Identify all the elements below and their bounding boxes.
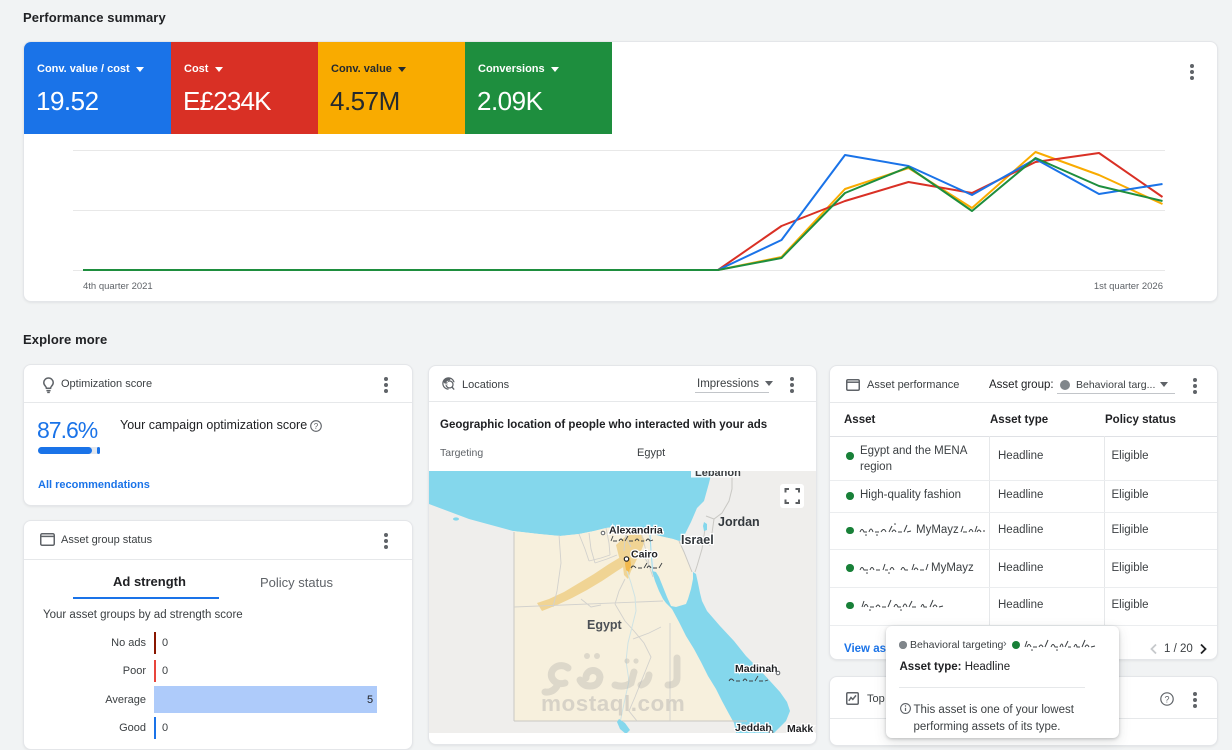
svg-text:MyMayz: MyMayz	[931, 562, 974, 574]
svg-text:MyMayz: MyMayz	[916, 524, 959, 536]
svg-text:Jordan: Jordan	[718, 515, 760, 529]
svg-text:Israel: Israel	[681, 533, 714, 547]
svg-text:Makk: Makk	[787, 723, 813, 733]
svg-text:1st quarter 2026: 1st quarter 2026	[1094, 281, 1163, 292]
svg-text:?: ?	[1164, 694, 1169, 704]
svg-text:Jeddah: Jeddah	[735, 722, 772, 733]
svg-text:4th quarter 2021: 4th quarter 2021	[83, 281, 153, 292]
svg-text:Cairo: Cairo	[631, 549, 658, 561]
svg-text:Egypt: Egypt	[587, 618, 623, 632]
svg-text:Alexandria: Alexandria	[609, 525, 663, 537]
svg-text:mostaql.com: mostaql.com	[541, 691, 685, 716]
svg-text:Madinah: Madinah	[735, 663, 778, 675]
svg-text:?: ?	[314, 422, 319, 431]
svg-text:Lebanon: Lebanon	[695, 471, 741, 479]
